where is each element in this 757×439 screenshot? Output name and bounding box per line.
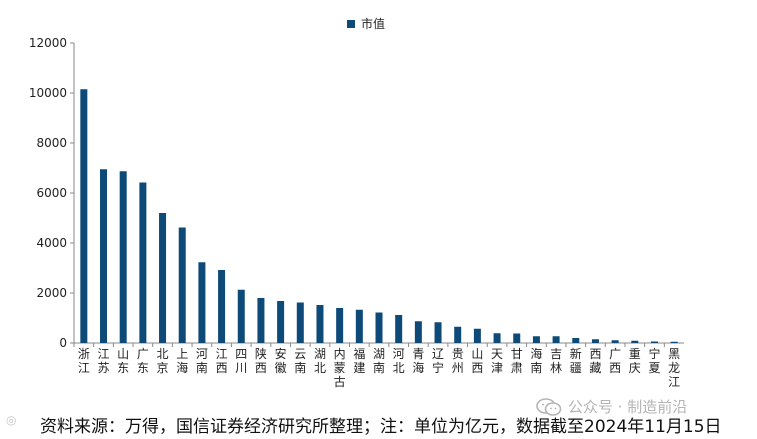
x-tick-label: 浙江 bbox=[78, 347, 90, 375]
x-tick-label: 西藏 bbox=[589, 347, 601, 375]
legend: 市值 bbox=[347, 15, 385, 32]
y-tick-label: 10000 bbox=[29, 86, 67, 100]
y-tick-label: 4000 bbox=[36, 236, 67, 250]
x-tick-label: 海南 bbox=[530, 346, 542, 375]
x-tick-label: 四川 bbox=[235, 347, 247, 375]
x-tick-label: 河北 bbox=[393, 347, 405, 375]
x-tick-label: 河南 bbox=[196, 347, 208, 375]
bar bbox=[591, 339, 599, 343]
legend-swatch bbox=[347, 19, 355, 28]
x-tick-label: 上海 bbox=[176, 347, 188, 375]
x-tick-label: 山东 bbox=[117, 347, 129, 375]
y-tick-label: 8000 bbox=[36, 136, 67, 150]
wechat-icon bbox=[536, 397, 562, 416]
x-tick-label: 湖南 bbox=[373, 346, 385, 375]
bar bbox=[159, 213, 167, 343]
x-tick-label: 山西 bbox=[471, 347, 483, 375]
y-tick-label: 12000 bbox=[29, 36, 67, 50]
x-tick-label: 贵州 bbox=[452, 347, 464, 375]
x-tick-label: 新疆 bbox=[570, 346, 582, 375]
x-tick-label: 宁夏 bbox=[648, 346, 660, 375]
bar bbox=[395, 315, 403, 343]
bar bbox=[296, 302, 304, 343]
x-tick-label: 天津 bbox=[491, 347, 503, 375]
bar bbox=[375, 312, 383, 343]
bar bbox=[218, 270, 226, 343]
bar bbox=[198, 262, 206, 343]
x-tick-label: 北京 bbox=[157, 347, 169, 375]
watermark: 公众号 · 制造前沿 bbox=[536, 396, 687, 417]
y-tick-label: 2000 bbox=[36, 286, 67, 300]
bar bbox=[513, 333, 521, 343]
bar bbox=[100, 169, 108, 343]
source-note: 资料来源：万得，国信证券经济研究所整理；注：单位为亿元，数据截至2024年11月… bbox=[40, 417, 722, 437]
bar bbox=[572, 338, 580, 343]
bar-series bbox=[80, 89, 678, 343]
x-tick-label: 湖北 bbox=[314, 346, 326, 375]
chart-canvas: 0 2000 4000 6000 8000 10000 12000 浙江江苏山东广东北京上海… bbox=[29, 36, 684, 389]
y-axis: 0 2000 4000 6000 8000 10000 12000 bbox=[29, 36, 75, 350]
bar bbox=[670, 341, 678, 343]
bar bbox=[414, 321, 422, 343]
bar bbox=[473, 328, 481, 343]
bar-chart: 0 2000 4000 6000 8000 10000 12000 浙江 江苏 山东 广东 北京 上海… bbox=[29, 15, 684, 389]
y-tick-label: 6000 bbox=[36, 186, 67, 200]
x-tick-label: 江西 bbox=[216, 347, 228, 375]
x-tick-label: 福建 bbox=[353, 346, 365, 375]
watermark-text: 公众号 · 制造前沿 bbox=[568, 398, 688, 416]
bar bbox=[434, 322, 442, 343]
bar bbox=[336, 308, 344, 343]
x-tick-label: 云南 bbox=[294, 347, 306, 375]
bar bbox=[139, 182, 147, 343]
bar bbox=[611, 340, 619, 343]
bar bbox=[119, 171, 127, 343]
x-tick-label: 内蒙古 bbox=[334, 347, 346, 389]
bar bbox=[316, 305, 324, 343]
legend-label: 市值 bbox=[361, 17, 386, 31]
x-tick-label: 吉林 bbox=[550, 347, 562, 375]
x-tick-label: 辽宁 bbox=[432, 347, 444, 375]
x-tick-label: 黑龙江 bbox=[668, 347, 680, 389]
x-tick-label: 广西 bbox=[609, 347, 621, 375]
y-tick-label: 0 bbox=[59, 336, 67, 350]
bar bbox=[493, 333, 501, 343]
x-tick-label: 青海 bbox=[412, 347, 424, 375]
x-tick-label: 陕西 bbox=[255, 346, 267, 375]
bar bbox=[80, 89, 88, 343]
bar bbox=[650, 341, 658, 343]
bar bbox=[532, 336, 540, 343]
bar bbox=[257, 298, 265, 343]
x-tick-label: 重庆 bbox=[629, 347, 641, 375]
bar bbox=[178, 227, 186, 343]
bar bbox=[355, 309, 363, 343]
watermark-logo-mark: ◎ bbox=[6, 413, 17, 427]
bar bbox=[631, 340, 639, 343]
x-tick-label: 甘肃 bbox=[511, 347, 523, 375]
x-tick-label: 安徽 bbox=[275, 346, 287, 375]
bar bbox=[552, 336, 560, 343]
x-tick-label: 广东 bbox=[137, 347, 149, 375]
bar bbox=[454, 326, 462, 343]
bar bbox=[277, 301, 285, 343]
x-tick-label: 江苏 bbox=[98, 347, 110, 375]
bar bbox=[237, 289, 245, 343]
x-tick-labels: 浙江江苏山东广东北京上海河南江西四川陕西安徽云南湖北内蒙古福建湖南河北青海辽宁贵… bbox=[78, 346, 680, 389]
